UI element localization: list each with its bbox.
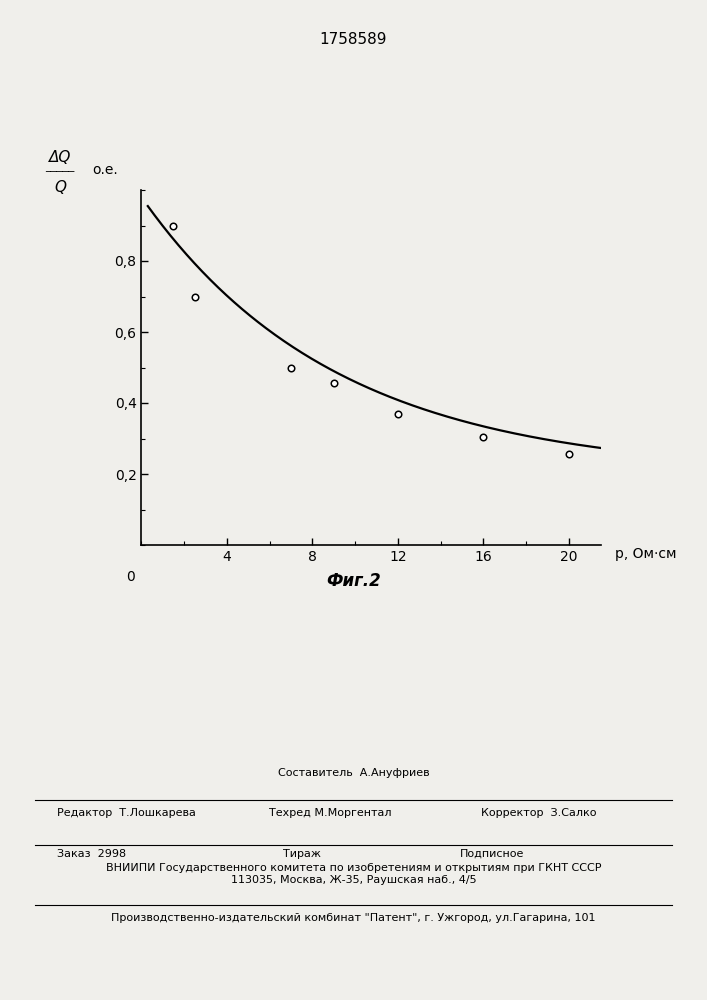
Point [286,359,297,375]
Text: 113035, Москва, Ж-35, Раушская наб., 4/5: 113035, Москва, Ж-35, Раушская наб., 4/5 [230,875,477,885]
Text: о.е.: о.е. [92,163,117,177]
Text: Тираж: Тираж [283,849,321,859]
Text: Корректор  З.Салко: Корректор З.Салко [481,808,596,818]
Text: р, Ом·см: р, Ом·см [615,547,677,561]
Text: Производственно-издательский комбинат "Патент", г. Ужгород, ул.Гагарина, 101: Производственно-издательский комбинат "П… [111,913,596,923]
Point [563,446,575,462]
Point [328,375,339,391]
Text: 1758589: 1758589 [320,32,387,47]
Text: ─────: ───── [45,167,75,177]
Text: Редактор  Т.Лошкарева: Редактор Т.Лошкарева [57,808,195,818]
Text: Фиг.2: Фиг.2 [326,572,381,590]
Text: Заказ  2998: Заказ 2998 [57,849,126,859]
Text: Составитель  А.Ануфриев: Составитель А.Ануфриев [278,768,429,778]
Text: Подписное: Подписное [460,849,524,859]
Text: ВНИИПИ Государственного комитета по изобретениям и открытиям при ГКНТ СССР: ВНИИПИ Государственного комитета по изоб… [106,863,601,873]
Text: ΔQ: ΔQ [49,150,71,165]
Text: 0: 0 [127,570,135,584]
Point [478,429,489,445]
Text: Q: Q [54,180,66,195]
Text: Техред М.Моргентал: Техред М.Моргентал [269,808,391,818]
Point [168,218,179,234]
Point [189,288,201,304]
Point [392,406,404,422]
